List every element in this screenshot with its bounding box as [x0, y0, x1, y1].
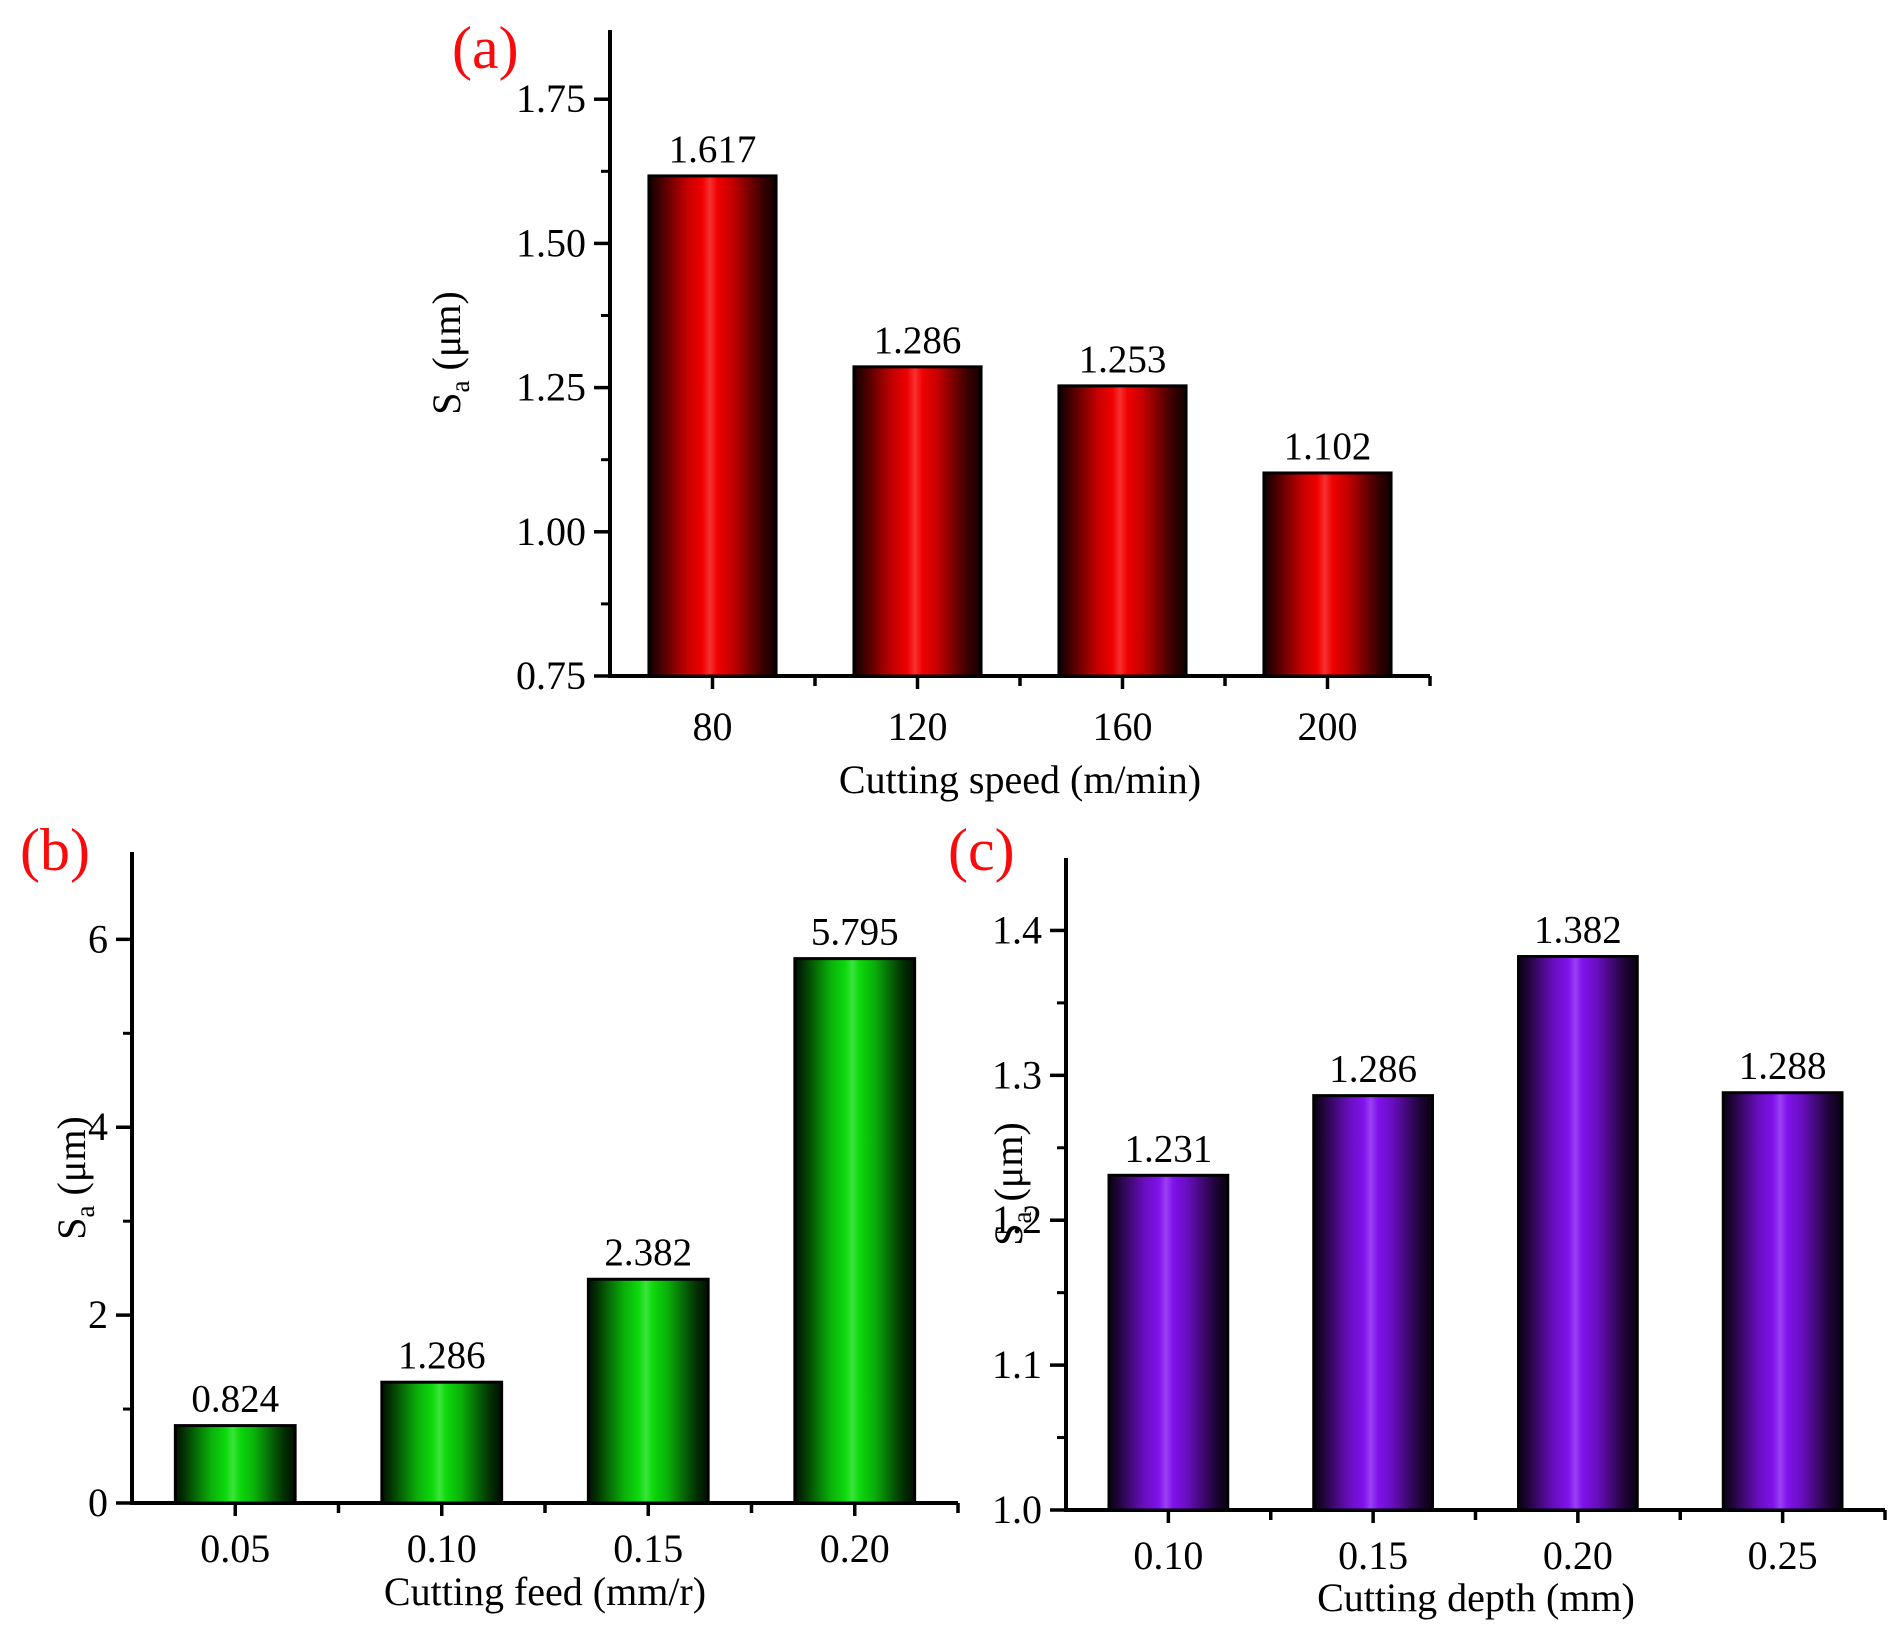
y-tick-label: 1.1	[992, 1342, 1042, 1387]
y-tick-label: 1.75	[516, 76, 586, 121]
x-tick-label: 200	[1298, 704, 1358, 749]
bar-value-label: 2.382	[604, 1231, 692, 1274]
bar-b-0.10	[380, 1380, 504, 1505]
chart-panel-c: 1.0 1.1 1.2 1.3 1.4 0.10 0.15 0.20 0.25 1.231 1.28…	[992, 858, 1887, 1578]
y-axis-title-a-subscript: a	[445, 380, 475, 393]
bar-a-160	[1057, 384, 1188, 678]
bar-value-label: 1.286	[398, 1334, 486, 1377]
y-axis-title-b: Sa (μm)	[49, 1116, 100, 1240]
chart-panel-a: 0.75 1.00 1.25 1.50 1.75 80 120 160 200 1.617 1.28…	[516, 30, 1432, 749]
bar-b-0.05	[173, 1424, 297, 1505]
bar-value-label: 5.795	[811, 911, 899, 954]
y-tick-label: 1.50	[516, 220, 586, 265]
y-tick-label: 1.4	[992, 907, 1042, 952]
bar-c-0.10	[1107, 1173, 1230, 1512]
y-tick-label: 1.0	[992, 1487, 1042, 1532]
x-axis-title-a: Cutting speed (m/min)	[838, 757, 1202, 802]
y-tick-label: 2	[88, 1292, 108, 1337]
bar-value-label: 1.286	[1329, 1048, 1417, 1091]
y-tick-label: 4	[88, 1104, 108, 1149]
y-axis-title-b-symbol: S	[49, 1217, 94, 1240]
bar-value-label: 1.288	[1739, 1045, 1827, 1088]
panel-label-b: (b)	[20, 817, 90, 883]
x-axis-title-c: Cutting depth (mm)	[1317, 1575, 1635, 1620]
x-tick-label: 0.20	[1543, 1533, 1613, 1578]
x-axis-title-b: Cutting feed (mm/r)	[383, 1569, 707, 1614]
y-axis-title-a-unit: (μm)	[424, 291, 469, 371]
panel-label-a: (a)	[452, 15, 519, 81]
bar-value-label: 1.253	[1079, 338, 1167, 381]
bar-b-0.20	[793, 957, 917, 1505]
y-axis-title-a-symbol: S	[424, 392, 469, 415]
bar-value-label: 1.102	[1284, 425, 1372, 468]
bar-c-0.25	[1721, 1091, 1844, 1512]
y-tick-label: 1.25	[516, 365, 586, 410]
bar-value-label: 0.824	[191, 1378, 279, 1421]
x-tick-label: 0.05	[200, 1526, 270, 1571]
bar-value-label: 1.286	[874, 319, 962, 362]
y-tick-label: 0.75	[516, 653, 586, 698]
y-tick-label: 0	[88, 1480, 108, 1525]
bar-c-0.20	[1516, 955, 1639, 1512]
x-tick-label: 0.10	[407, 1526, 477, 1571]
x-tick-label: 0.20	[820, 1526, 890, 1571]
x-tick-label: 0.25	[1748, 1533, 1818, 1578]
y-axis-title-a: Sa (μm)	[424, 291, 475, 415]
y-axis-title-c: Sa (μm)	[986, 1122, 1037, 1246]
bar-value-label: 1.382	[1534, 909, 1622, 952]
chart-panel-b: 0 2 4 6 0.05 0.10 0.15 0.20 0.824 1.286 2.382 5.795	[88, 852, 960, 1571]
y-axis-title-b-subscript: a	[70, 1205, 100, 1218]
panel-label-c: (c)	[948, 817, 1015, 883]
y-axis-title-b-unit: (μm)	[49, 1116, 94, 1196]
x-tick-label: 80	[693, 704, 733, 749]
bar-b-0.15	[586, 1277, 710, 1505]
x-tick-label: 0.15	[1338, 1533, 1408, 1578]
y-tick-label: 1.00	[516, 509, 586, 554]
x-tick-label: 120	[888, 704, 948, 749]
bar-value-label: 1.231	[1125, 1127, 1213, 1170]
y-axis-title-c-subscript: a	[1007, 1211, 1037, 1224]
y-tick-label: 6	[88, 916, 108, 961]
y-axis-title-c-symbol: S	[986, 1223, 1031, 1246]
bar-a-120	[852, 365, 983, 678]
y-axis-title-c-unit: (μm)	[986, 1122, 1031, 1202]
bar-c-0.15	[1312, 1094, 1435, 1512]
x-tick-label: 0.10	[1133, 1533, 1203, 1578]
bar-a-200	[1262, 471, 1393, 678]
bar-value-label: 1.617	[669, 128, 757, 171]
bar-a-80	[647, 174, 778, 678]
y-tick-label: 1.2	[992, 1197, 1042, 1242]
x-tick-label: 160	[1093, 704, 1153, 749]
x-tick-label: 0.15	[613, 1526, 683, 1571]
y-tick-label: 1.3	[992, 1052, 1042, 1097]
